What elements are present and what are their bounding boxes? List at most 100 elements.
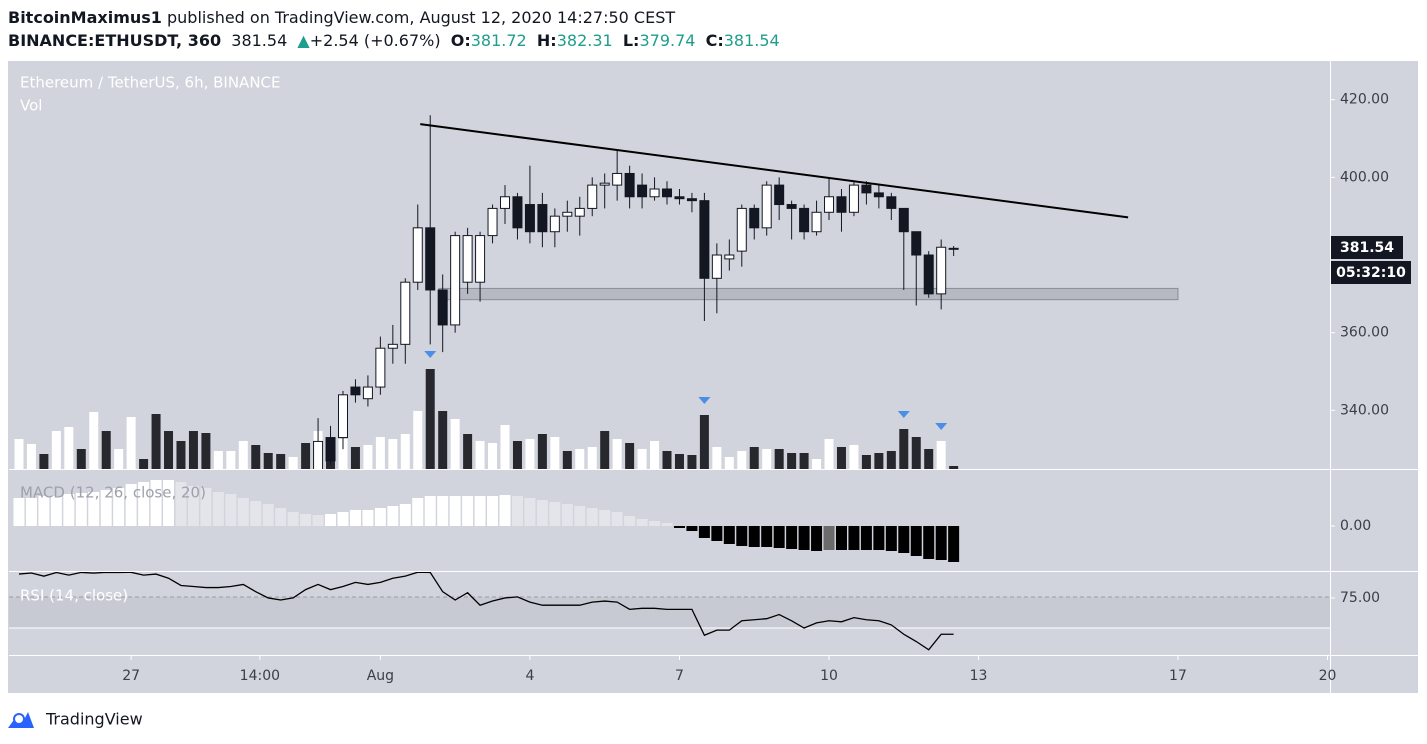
volume-bar <box>425 369 435 469</box>
macd-bar <box>860 526 872 550</box>
volume-bar <box>14 439 24 469</box>
volume-bar <box>126 417 136 469</box>
macd-bar <box>287 512 299 526</box>
volume-bar <box>899 429 909 469</box>
candle-body <box>375 347 386 388</box>
candle-body <box>337 394 348 439</box>
candle-body <box>811 211 822 233</box>
countdown-box <box>1331 261 1411 284</box>
volume-bar <box>500 425 510 469</box>
volume-bar <box>562 451 572 469</box>
candle-body <box>699 200 710 279</box>
volume-bar <box>874 453 884 469</box>
volume-bar <box>550 437 560 469</box>
macd-bar <box>661 523 673 526</box>
x-tick-label: 7 <box>675 668 684 684</box>
volume-bar <box>251 445 261 469</box>
candle-body <box>736 207 747 252</box>
macd-bar <box>325 514 337 526</box>
candle-body <box>574 207 585 217</box>
macd-bar <box>511 496 523 526</box>
c: 381.54 <box>723 31 780 50</box>
macd-bar <box>362 510 374 526</box>
macd-bar <box>823 526 835 550</box>
macd-bar <box>374 508 386 526</box>
y-tick-label: 0.00 <box>1340 518 1371 534</box>
candle-body <box>936 246 947 295</box>
volume-bar <box>413 411 423 469</box>
candle-body <box>824 196 835 213</box>
macd-bar <box>262 504 274 526</box>
macd-bar <box>748 526 760 547</box>
x-tick-label: 14:00 <box>240 668 280 684</box>
macd-bar <box>175 482 187 526</box>
chart-title: Ethereum / TetherUS, 6h, BINANCE <box>20 74 281 92</box>
volume-bar <box>400 434 410 469</box>
header-line-1: BitcoinMaximus1 published on TradingView… <box>8 6 780 29</box>
macd-bar <box>549 502 561 526</box>
macd-bar <box>761 526 773 547</box>
candle-body <box>362 386 373 400</box>
chart-background <box>8 61 1418 693</box>
candle-body <box>437 289 448 326</box>
volume-bar <box>612 439 622 469</box>
macd-bar <box>923 526 935 559</box>
l-label: L: <box>622 31 640 50</box>
volume-bar <box>525 439 535 469</box>
macd-bar <box>487 496 499 526</box>
published: published on TradingView.com, August 12,… <box>161 8 676 27</box>
volume-bar <box>587 447 597 469</box>
candle-body <box>711 254 722 279</box>
volume-bar <box>699 415 709 469</box>
volume-bar <box>774 449 784 469</box>
volume-bar <box>276 454 286 469</box>
macd-bar <box>898 526 910 553</box>
volume-bar <box>724 457 734 469</box>
volume-bar <box>787 453 797 469</box>
macd-bar <box>474 496 486 526</box>
candle-body <box>873 192 884 198</box>
candle-body <box>948 247 959 250</box>
candle-body <box>637 184 648 198</box>
macd-bar <box>275 508 287 526</box>
macd-bar <box>798 526 810 550</box>
macd-bar <box>337 512 349 526</box>
macd-bar <box>811 526 823 551</box>
volume-bar <box>799 453 809 469</box>
macd-bar <box>848 526 860 550</box>
candle-body <box>562 211 573 217</box>
volume-bar <box>625 443 635 469</box>
candle-body <box>686 198 697 202</box>
candle-body <box>898 207 909 233</box>
signal-marker <box>424 351 437 358</box>
candle-body <box>512 196 523 229</box>
candle-body <box>400 281 411 345</box>
volume-bar <box>812 459 822 469</box>
volume-bar <box>924 449 934 469</box>
countdown: 05:32:10 <box>1336 265 1406 281</box>
macd-bar <box>935 526 947 560</box>
macd-bar <box>100 490 112 526</box>
macd-bar <box>636 519 648 526</box>
candle-body <box>724 254 735 260</box>
volume-bar <box>363 445 373 469</box>
candle-body <box>774 184 785 206</box>
last: 381.54 <box>231 31 288 50</box>
x-tick-label: 20 <box>1319 668 1337 684</box>
macd-bar <box>312 515 324 526</box>
volume-bar <box>76 449 86 469</box>
macd-bar <box>885 526 897 551</box>
volume-bar <box>64 427 74 469</box>
volume-bar <box>662 451 672 469</box>
macd-bar <box>524 498 536 526</box>
volume-bar <box>39 454 49 469</box>
volume-bar <box>213 451 223 469</box>
rsi-band <box>9 597 1330 628</box>
macd-bar <box>449 496 461 526</box>
arrow: ▲ <box>297 31 310 50</box>
macd-bar <box>250 501 262 526</box>
volume-bar <box>537 434 547 469</box>
macd-label: MACD (12, 26, close, 20) <box>20 484 206 502</box>
candle-body <box>350 386 361 396</box>
